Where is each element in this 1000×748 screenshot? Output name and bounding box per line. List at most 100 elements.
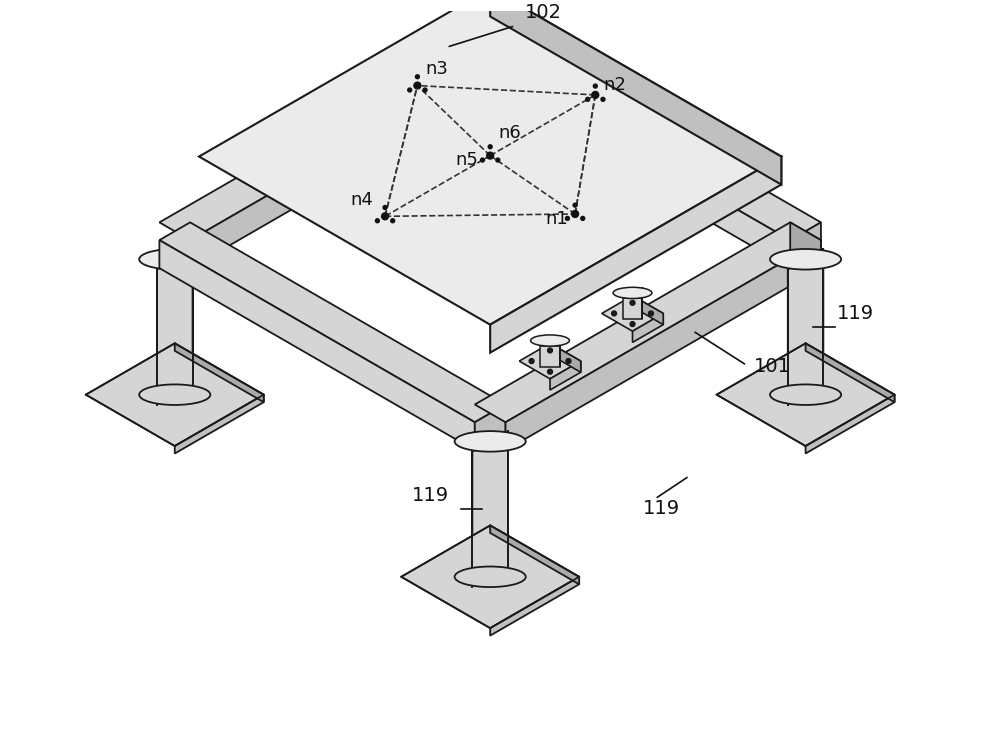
Polygon shape	[401, 162, 579, 264]
Polygon shape	[472, 88, 508, 223]
Polygon shape	[506, 240, 821, 450]
Ellipse shape	[455, 202, 526, 223]
Circle shape	[415, 75, 419, 79]
Polygon shape	[540, 346, 560, 367]
Text: 119: 119	[837, 304, 874, 323]
Polygon shape	[159, 240, 475, 450]
Polygon shape	[86, 343, 264, 446]
Polygon shape	[430, 102, 461, 130]
Circle shape	[487, 152, 494, 159]
Polygon shape	[790, 222, 821, 268]
Text: 101: 101	[754, 357, 791, 375]
Polygon shape	[633, 295, 663, 325]
Circle shape	[548, 348, 552, 353]
Polygon shape	[490, 212, 579, 272]
Polygon shape	[788, 269, 823, 405]
Circle shape	[383, 206, 387, 209]
Polygon shape	[633, 313, 663, 343]
Circle shape	[375, 218, 379, 223]
Polygon shape	[788, 249, 823, 405]
Polygon shape	[199, 0, 781, 325]
Circle shape	[648, 311, 653, 316]
Polygon shape	[159, 40, 506, 240]
Polygon shape	[475, 222, 821, 422]
Polygon shape	[790, 222, 821, 268]
Polygon shape	[472, 431, 508, 587]
Ellipse shape	[455, 67, 526, 88]
Circle shape	[586, 97, 590, 101]
Circle shape	[593, 84, 597, 88]
Circle shape	[423, 88, 427, 92]
Circle shape	[409, 99, 414, 104]
Circle shape	[529, 358, 534, 364]
Circle shape	[601, 97, 605, 101]
Text: n4: n4	[351, 191, 374, 209]
Ellipse shape	[455, 431, 526, 452]
Polygon shape	[490, 577, 579, 636]
Circle shape	[581, 216, 585, 221]
Polygon shape	[430, 84, 461, 113]
Polygon shape	[475, 40, 821, 240]
Polygon shape	[717, 343, 895, 446]
Polygon shape	[190, 58, 506, 268]
Circle shape	[496, 158, 500, 162]
Ellipse shape	[139, 384, 210, 405]
Circle shape	[488, 145, 492, 149]
Circle shape	[630, 301, 635, 305]
Circle shape	[414, 82, 421, 89]
Text: 119: 119	[412, 486, 449, 505]
Polygon shape	[421, 87, 440, 107]
Text: n1: n1	[546, 209, 568, 228]
Ellipse shape	[455, 566, 526, 587]
Circle shape	[391, 218, 395, 223]
Polygon shape	[490, 525, 579, 584]
Polygon shape	[550, 343, 581, 373]
Polygon shape	[490, 162, 579, 220]
Polygon shape	[472, 67, 508, 223]
Polygon shape	[475, 405, 506, 450]
Polygon shape	[602, 295, 663, 331]
Polygon shape	[159, 222, 506, 422]
Polygon shape	[475, 40, 506, 86]
Polygon shape	[157, 269, 193, 405]
Ellipse shape	[139, 249, 210, 269]
Text: n3: n3	[425, 60, 448, 78]
Text: 119: 119	[643, 499, 680, 518]
Polygon shape	[175, 343, 264, 402]
Polygon shape	[550, 361, 581, 390]
Ellipse shape	[531, 335, 569, 346]
Polygon shape	[806, 395, 895, 453]
Polygon shape	[490, 156, 781, 352]
Polygon shape	[157, 249, 193, 405]
Circle shape	[630, 322, 635, 327]
Polygon shape	[519, 343, 581, 378]
Circle shape	[572, 210, 579, 218]
Polygon shape	[175, 395, 264, 453]
Polygon shape	[490, 0, 781, 185]
Text: n6: n6	[498, 124, 521, 142]
Circle shape	[408, 88, 412, 92]
Text: n5: n5	[456, 151, 479, 170]
Circle shape	[566, 358, 571, 364]
Circle shape	[565, 216, 569, 221]
Circle shape	[428, 110, 433, 114]
Circle shape	[428, 88, 433, 94]
Polygon shape	[400, 84, 461, 119]
Circle shape	[382, 213, 388, 220]
Ellipse shape	[770, 384, 841, 405]
Polygon shape	[475, 58, 790, 268]
Circle shape	[573, 203, 577, 207]
Text: 102: 102	[525, 3, 562, 22]
Circle shape	[548, 370, 552, 374]
Polygon shape	[623, 298, 642, 319]
Ellipse shape	[613, 287, 652, 298]
Text: n2: n2	[603, 76, 626, 94]
Polygon shape	[401, 525, 579, 628]
Circle shape	[446, 99, 451, 104]
Circle shape	[592, 91, 599, 98]
Ellipse shape	[770, 249, 841, 269]
Ellipse shape	[411, 76, 450, 87]
Circle shape	[481, 158, 484, 162]
Circle shape	[612, 311, 617, 316]
Polygon shape	[472, 452, 508, 587]
